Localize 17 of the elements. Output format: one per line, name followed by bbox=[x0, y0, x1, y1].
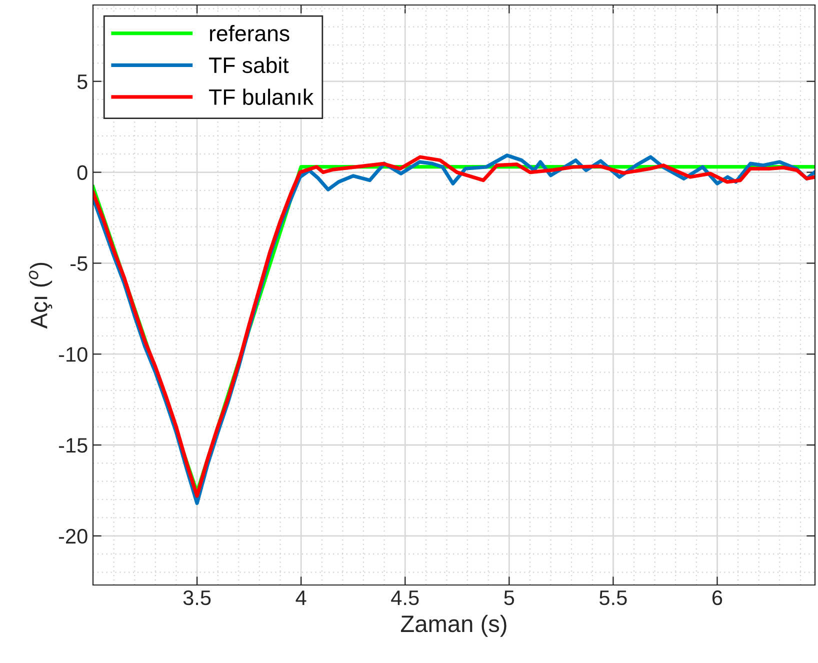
legend-label: TF bulanık bbox=[209, 88, 314, 105]
legend-label: TF sabit bbox=[209, 56, 289, 74]
y-tick-label: -15 bbox=[58, 438, 88, 453]
y-tick-label: 5 bbox=[77, 74, 88, 90]
legend-label: referans bbox=[210, 25, 290, 42]
x-tick-label: 4 bbox=[296, 590, 306, 605]
x-tick-label: 3.5 bbox=[183, 590, 211, 606]
y-tick-label: -10 bbox=[58, 347, 88, 362]
y-tick-label: 0 bbox=[77, 165, 88, 180]
x-axis-title: Zaman (s) bbox=[400, 614, 506, 637]
x-tick-label: 5.5 bbox=[600, 590, 627, 606]
x-tick-label: 6 bbox=[712, 590, 722, 606]
x-tick-label: 5 bbox=[504, 590, 514, 606]
y-tick-label: -5 bbox=[70, 256, 88, 271]
y-axis-title: Açı ($^{o}$) bbox=[28, 262, 52, 329]
x-tick-label: 4.5 bbox=[391, 590, 419, 606]
y-tick-label: -20 bbox=[58, 528, 88, 544]
